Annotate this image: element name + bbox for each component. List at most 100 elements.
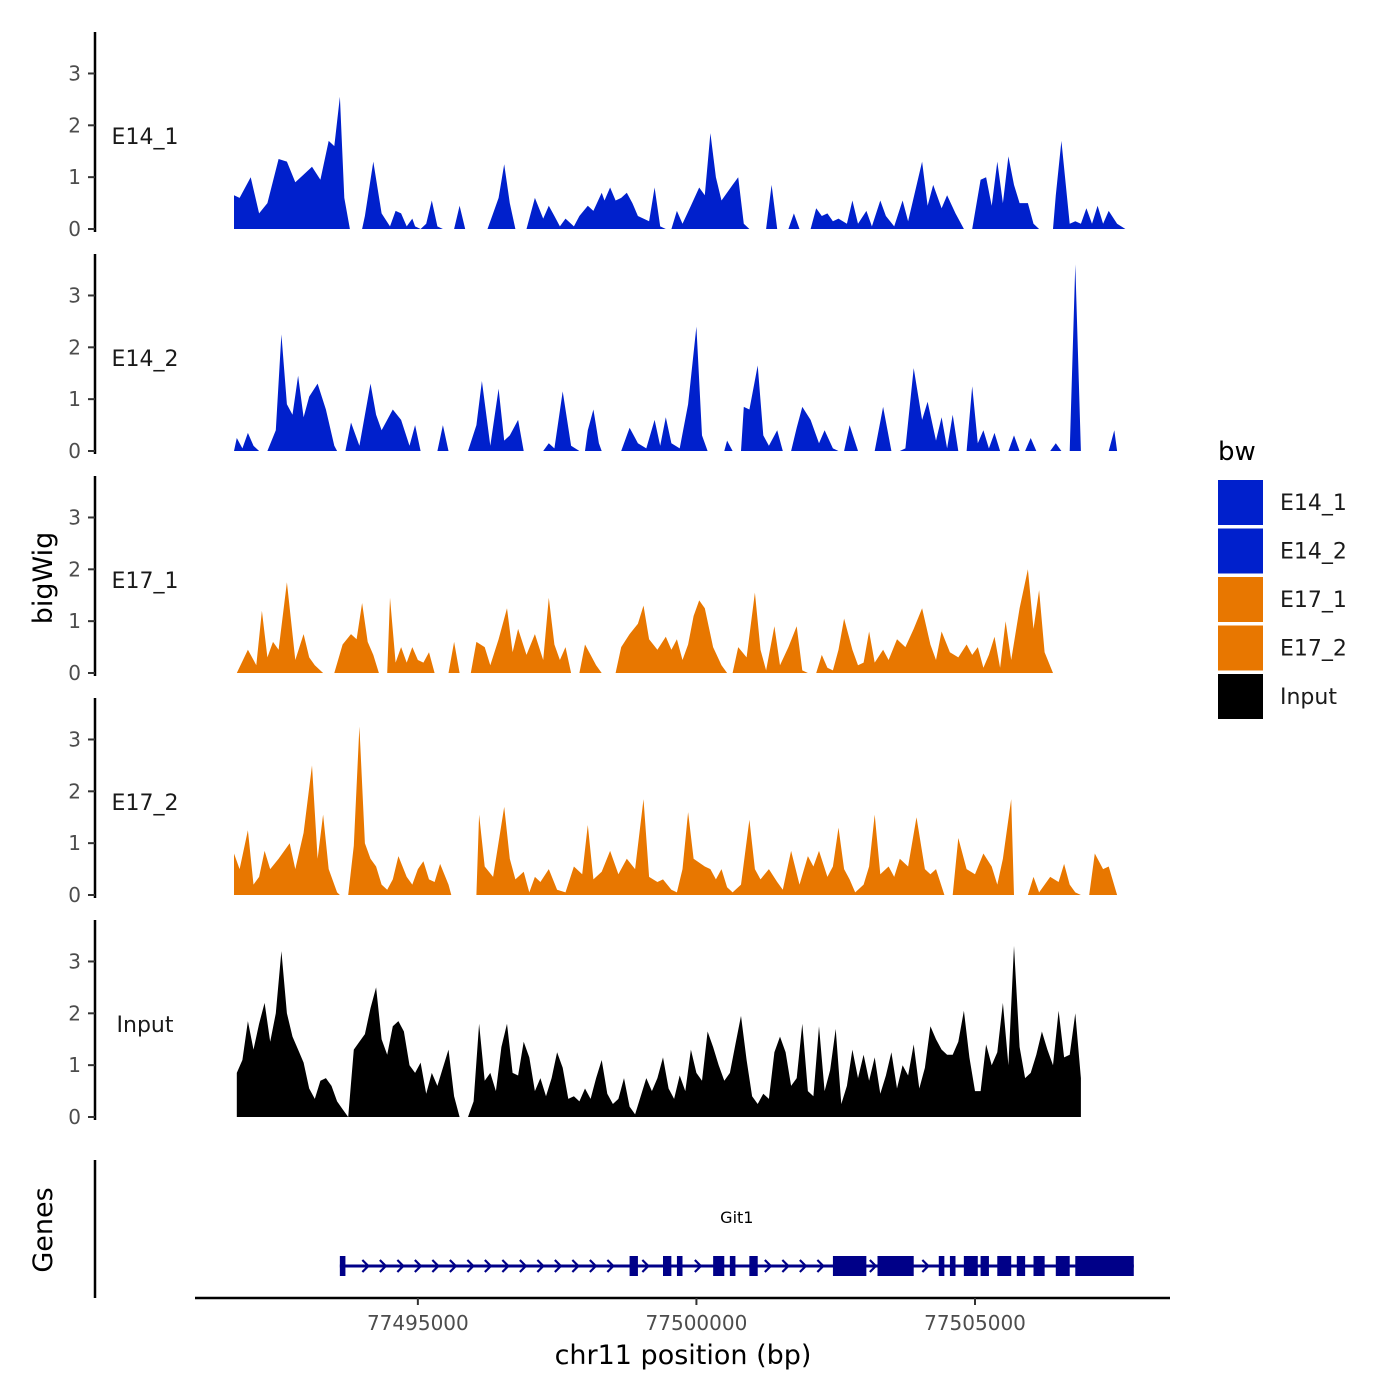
exon-15 [1016, 1256, 1026, 1276]
y-tick-label-Input-0: 0 [68, 1105, 81, 1129]
exon-1 [339, 1256, 346, 1276]
panel-E17_2: 0 1 2 3 E17_2 [68, 698, 1118, 907]
legend: bw E14_1 E14_2 E17_1 E17_2 Input [1218, 437, 1347, 719]
y-tick-label-E14_2-3: 3 [68, 283, 81, 307]
panel-label-E14_1: E14_1 [112, 125, 179, 150]
coverage-area-E17_2 [234, 726, 1118, 895]
x-tick-label-77500000: 77500000 [646, 1311, 748, 1335]
strand-chevron [589, 1259, 598, 1273]
x-tick-label-77505000: 77505000 [924, 1311, 1026, 1335]
exon-9 [877, 1256, 914, 1276]
exon-11 [949, 1256, 956, 1276]
exon-3 [663, 1256, 672, 1276]
exon-17 [1055, 1256, 1070, 1276]
y-tick-label-Input-2: 2 [68, 1001, 81, 1025]
exon-16 [1033, 1256, 1045, 1276]
gene-panel: Git1 [93, 1160, 1134, 1298]
x-tick-label-77495000: 77495000 [367, 1311, 469, 1335]
y-tick-label-E14_1-0: 0 [68, 217, 81, 241]
panel-E14_2: 0 1 2 3 E14_2 [68, 254, 1118, 463]
gene-Git1: Git1 [339, 1208, 1134, 1276]
panel-E17_1: 0 1 2 3 E17_1 [68, 476, 1054, 685]
y-tick-label-E17_2-1: 1 [68, 831, 81, 855]
gene-panel-title: Genes [28, 1187, 59, 1272]
strand-chevron [554, 1259, 563, 1273]
legend-key-E17_1 [1218, 577, 1263, 622]
x-axis: 77495000 77500000 77505000 [195, 1296, 1170, 1335]
legend-key-E14_2 [1218, 528, 1263, 574]
strand-chevron [484, 1259, 493, 1273]
y-tick-label-Input-1: 1 [68, 1053, 81, 1077]
exon-10 [938, 1256, 945, 1276]
strand-chevron [466, 1259, 475, 1273]
legend-label-Input: Input [1280, 685, 1337, 710]
strand-chevron [536, 1259, 545, 1273]
y-tick-label-E14_1-2: 2 [68, 113, 81, 137]
strand-chevron [641, 1259, 650, 1273]
legend-label-E14_2: E14_2 [1280, 540, 1347, 565]
strand-chevron [816, 1259, 825, 1273]
exon-12 [963, 1256, 978, 1276]
exon-8 [832, 1256, 867, 1276]
y-tick-label-E17_1-3: 3 [68, 505, 81, 529]
strand-chevron [921, 1259, 930, 1273]
legend-label-E14_1: E14_1 [1280, 491, 1347, 516]
coverage-area-E14_2 [234, 264, 1118, 451]
strand-chevron [361, 1259, 370, 1273]
exon-5 [713, 1256, 725, 1276]
strand-chevron [449, 1259, 458, 1273]
strand-chevron [764, 1259, 773, 1273]
y-axis-title: bigWig [28, 532, 59, 625]
y-tick-label-E14_2-0: 0 [68, 439, 81, 463]
panel-label-E17_2: E17_2 [112, 791, 179, 816]
exon-7 [749, 1256, 758, 1276]
gene-label-Git1: Git1 [720, 1208, 753, 1227]
panel-label-Input: Input [117, 1013, 174, 1038]
y-tick-label-E14_2-1: 1 [68, 387, 81, 411]
panel-E14_1: 0 1 2 3 E14_1 [68, 32, 1126, 241]
y-tick-label-E17_2-0: 0 [68, 883, 81, 907]
strand-chevron [781, 1259, 790, 1273]
strand-chevron [379, 1259, 388, 1273]
coverage-panels: 0 1 2 3 E14_1 0 1 2 3 E14_2 0 1 2 3 E17_1 0 1 2 3 E17_2 0 1 2 3… [68, 32, 1126, 1129]
exon-4 [676, 1256, 683, 1276]
legend-key-E14_1 [1218, 480, 1263, 525]
strand-chevron [606, 1259, 615, 1273]
strand-chevron [396, 1259, 405, 1273]
strand-chevron [431, 1259, 440, 1273]
y-tick-label-E17_1-0: 0 [68, 661, 81, 685]
coverage-area-Input [236, 945, 1081, 1117]
legend-label-E17_2: E17_2 [1280, 637, 1347, 662]
strand-chevron [694, 1259, 703, 1273]
exon-2 [629, 1256, 638, 1276]
legend-label-E17_1: E17_1 [1280, 588, 1347, 613]
x-axis-title: chr11 position (bp) [555, 1340, 812, 1371]
strand-chevron [869, 1259, 878, 1273]
strand-chevron [414, 1259, 423, 1273]
y-tick-label-E17_2-2: 2 [68, 779, 81, 803]
legend-title: bw [1218, 437, 1256, 467]
y-tick-label-E14_1-1: 1 [68, 165, 81, 189]
legend-key-Input [1218, 674, 1263, 719]
panel-Input: 0 1 2 3 Input [68, 920, 1081, 1129]
y-tick-label-E17_1-2: 2 [68, 557, 81, 581]
y-tick-label-E14_1-3: 3 [68, 61, 81, 85]
coverage-area-E14_1 [234, 96, 1126, 229]
y-tick-label-E14_2-2: 2 [68, 335, 81, 359]
strand-chevron [571, 1259, 580, 1273]
panel-label-E14_2: E14_2 [112, 347, 179, 372]
exon-13 [980, 1256, 989, 1276]
y-tick-label-Input-3: 3 [68, 949, 81, 973]
legend-key-E17_2 [1218, 625, 1263, 671]
exon-14 [997, 1256, 1012, 1276]
strand-chevron [799, 1259, 808, 1273]
panel-label-E17_1: E17_1 [112, 569, 179, 594]
coverage-area-E17_1 [236, 569, 1054, 673]
exon-18 [1075, 1256, 1134, 1276]
strand-chevron [519, 1259, 528, 1273]
y-tick-label-E17_2-3: 3 [68, 727, 81, 751]
y-tick-label-E17_1-1: 1 [68, 609, 81, 633]
strand-chevron [501, 1259, 510, 1273]
exon-6 [729, 1256, 736, 1276]
